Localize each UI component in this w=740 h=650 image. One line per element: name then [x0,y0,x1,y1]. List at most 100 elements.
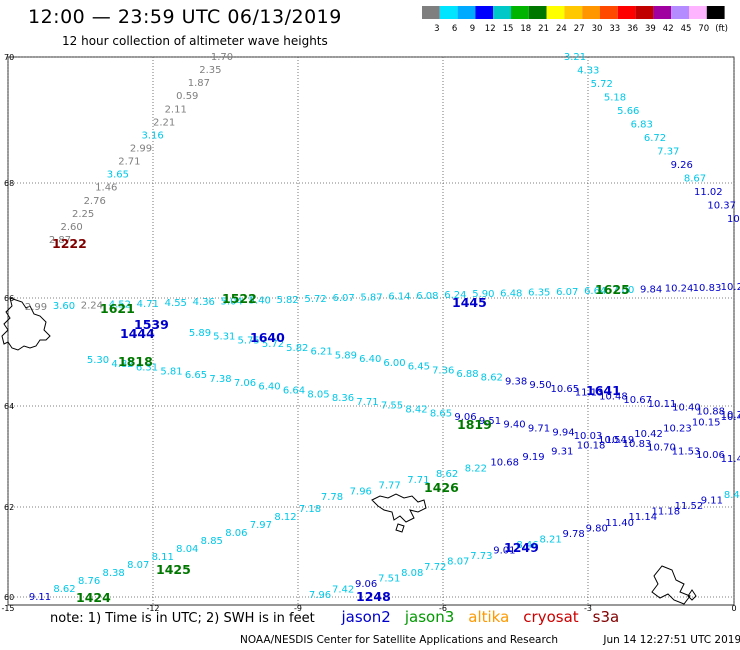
wave-height-label: 7.78 [321,492,343,503]
pass-time-label: 1539 [134,317,169,332]
legend-jason3: jason3 [404,608,455,626]
wave-height-label: 5.18 [604,93,626,104]
wave-height-label: 5.40 [249,296,271,307]
wave-height-label: 2.24 [81,300,103,311]
wave-height-label: 7.73 [470,551,492,562]
wave-height-label: 6.31 [136,363,158,374]
wave-height-label: 5.87 [360,292,382,303]
wave-height-label: 10.46 [721,412,740,423]
scale-swatch [493,6,511,19]
wave-height-label: 8.62 [481,373,503,384]
wave-height-label: 10.83 [623,439,652,450]
wave-height-label: 5.81 [160,366,182,377]
scale-swatch [689,6,707,19]
wave-height-label: 11.18 [651,507,680,518]
scale-label: 39 [645,24,656,34]
scale-swatch [653,6,672,19]
wave-height-label: 8.85 [201,536,223,547]
scale-swatch [582,6,600,19]
scale-swatch [546,6,565,19]
wave-height-label: 5.72 [591,79,613,90]
lat-label: 60 [4,593,14,602]
wave-height-label: 9.01 [493,546,515,557]
scale-label: 18 [520,24,531,34]
scale-swatch [475,6,494,19]
wave-height-label: 6.64 [584,286,606,297]
wave-height-label: 10.15 [692,418,721,429]
wave-height-label: 8.65 [430,408,452,419]
wave-height-label: 6.48 [500,288,522,299]
page-title: 12:00 — 23:59 UTC 06/13/2019 [28,6,342,28]
scale-swatch [439,6,458,19]
wave-height-label: 7.71 [407,475,429,486]
faroe-islands [371,493,427,533]
wave-height-label: 9.38 [505,377,527,388]
footer-timestamp: Jun 14 12:27:51 UTC 2019 [603,634,740,646]
wave-height-label: 4.36 [193,297,215,308]
wave-height-label: 5.89 [189,328,211,339]
wave-height-label: 5.72 [304,294,326,305]
wave-height-label: 4.55 [165,298,187,309]
wave-height-label: 9.26 [671,160,693,171]
wave-height-label: 9.94 [552,427,574,438]
scale-label: 12 [485,24,496,34]
scale-swatch [511,6,529,19]
wave-height-label: 8.43 [724,490,740,501]
wave-height-label: 8.12 [274,512,296,523]
scale-label: 15 [503,24,514,34]
lon-label: -3 [584,604,592,613]
scale-swatch [564,6,583,19]
scale-label: 36 [627,24,638,34]
wave-height-label: 7.71 [356,397,378,408]
shetland-islands [651,565,697,605]
lat-label: 64 [4,402,14,411]
satellite-tracks: 1.70 2.35 1.87 0.59 2.11 2.21 3.16 2.99 2.71 3.65… [25,52,740,603]
scale-swatch [706,6,725,19]
pass-time-label: 1249 [504,540,539,555]
wave-height-label: 6.45 [408,362,430,373]
wave-height-label: 4.52 [109,300,131,311]
pass-time-label: 1640 [250,330,285,345]
lon-label: -15 [1,604,14,613]
wave-height-label: 7.38 [209,374,231,385]
wave-height-label: 10.19 [606,435,635,446]
wave-height-label: 6.35 [528,288,550,299]
scale-label: 70 [698,24,709,34]
wave-height-label: 10.83 [693,283,722,294]
wave-height-label: 10.67 [623,395,652,406]
wave-height-label: 9.84 [640,284,662,295]
wave-height-label: 7.06 [234,378,256,389]
wave-height-label: 6.40 [359,354,381,365]
satellite-names: jason2 jason3 altika cryosat s3a [341,608,633,626]
wave-height-label: 1.46 [95,183,117,194]
wave-height-label: 8.07 [447,557,469,568]
wave-height-label: 10.75 [721,410,740,421]
wave-height-label: 10.06 [696,450,725,461]
wave-height-label: 2.25 [72,209,94,220]
wave-height-label: 5.30 [87,355,109,366]
wave-height-label: 7.96 [350,486,372,497]
wave-height-label: 3.16 [141,130,163,141]
scale-label: 3 [434,24,439,34]
wave-height-label: 8.06 [225,528,247,539]
wave-height-label: 4.71 [137,299,159,310]
wave-height-label: 9.06 [454,412,476,423]
wave-height-label: 9.40 [503,420,525,431]
legend-note: note: 1) Time is in UTC; 2) SWH is in fe… [50,611,315,626]
pass-time-label: 1445 [452,295,487,310]
scale-label: 33 [609,24,620,34]
wave-height-label: 5.31 [213,332,235,343]
scale-swatch [600,6,618,19]
wave-height-label: 6.72 [644,133,666,144]
wave-height-label: 6.21 [310,347,332,358]
wave-height-label: 3.65 [107,170,129,181]
wave-height-label: 11.14 [628,512,657,523]
wave-height-label: 7.72 [424,562,446,573]
scale-label: 21 [538,24,549,34]
pass-time-label: 1621 [100,301,135,316]
wave-height-label: 6.00 [383,358,405,369]
wave-height-label: 6.24 [444,290,466,301]
wave-height-label: 6.07 [556,287,578,298]
wave-height-label: 2.60 [60,222,82,233]
